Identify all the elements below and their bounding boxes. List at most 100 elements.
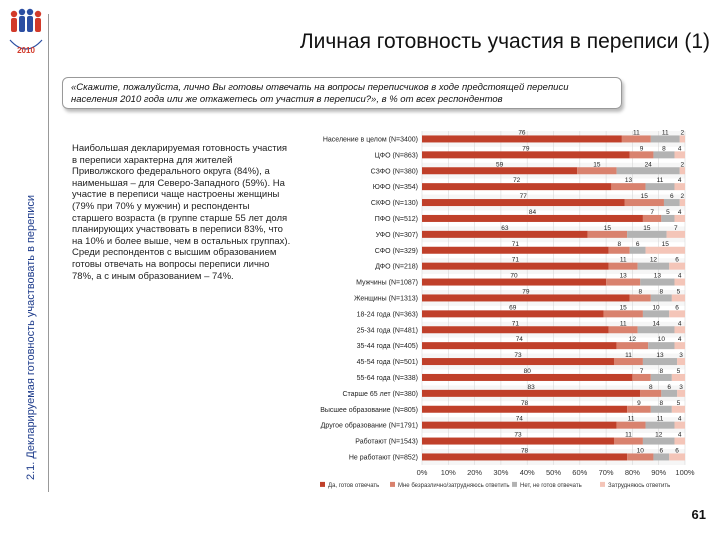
bar-segment: [629, 151, 654, 159]
bar-segment: [422, 151, 630, 159]
bar-segment: [663, 199, 680, 207]
bar-segment: [587, 230, 628, 238]
bar-segment: [422, 230, 588, 238]
data-label: 6: [675, 447, 679, 454]
category-label: СКФО (N=130): [371, 200, 418, 207]
data-label: 13: [620, 273, 628, 280]
data-label: 8: [660, 400, 664, 407]
category-label: Работают (N=1543): [355, 438, 418, 446]
data-label: 4: [678, 432, 682, 439]
x-tick-label: 80%: [625, 468, 640, 477]
data-label: 6: [675, 304, 679, 311]
x-tick-label: 10%: [441, 468, 456, 477]
bar-segment: [616, 342, 649, 350]
data-label: 6: [670, 193, 674, 200]
bar-segment: [650, 373, 672, 381]
data-label: 73: [514, 352, 522, 359]
data-label: 8: [660, 368, 664, 375]
bar-segment: [679, 167, 685, 175]
category-label: 25-34 года (N=481): [357, 327, 418, 334]
data-label: 63: [501, 225, 509, 232]
x-tick-label: 30%: [493, 468, 508, 477]
category-label: ДФО (N=218): [375, 264, 418, 271]
data-label: 4: [678, 273, 682, 280]
bar-segment: [627, 405, 651, 413]
category-label: Другое образование (N=1791): [321, 422, 418, 430]
x-tick-label: 20%: [467, 468, 482, 477]
data-label: 70: [510, 273, 518, 280]
survey-question: «Скажите, пожалуйста, лично Вы готовы от…: [62, 77, 622, 109]
data-label: 15: [641, 193, 649, 200]
category-label: ПФО (N=512): [375, 216, 418, 223]
data-label: 6: [675, 257, 679, 264]
data-label: 4: [678, 145, 682, 152]
bar-segment: [669, 262, 685, 270]
bar-segment: [671, 373, 685, 381]
legend-label: Мне безразлично/затрудняюсь ответить: [398, 483, 510, 489]
bar-segment: [629, 246, 646, 254]
bar-segment: [674, 437, 685, 445]
data-label: 12: [629, 336, 637, 343]
data-label: 69: [509, 304, 517, 311]
data-label: 4: [678, 336, 682, 343]
legend-label: Затрудняюсь ответить: [608, 483, 670, 489]
bar-segment: [422, 167, 578, 175]
category-label: Не работают (N=852): [349, 453, 418, 461]
bar-segment: [422, 294, 630, 302]
data-label: 8: [649, 384, 653, 391]
bar-segment: [642, 214, 662, 222]
bar-segment: [677, 389, 685, 397]
data-label: 12: [655, 432, 663, 439]
data-label: 12: [650, 257, 658, 264]
data-label: 2: [681, 161, 685, 168]
bar-segment: [674, 214, 685, 222]
data-label: 3: [679, 384, 683, 391]
bar-segment: [422, 183, 612, 191]
bar-segment: [577, 167, 617, 175]
bar-segment: [674, 421, 685, 429]
bar-segment: [632, 373, 651, 381]
bar-segment: [422, 437, 614, 445]
logo-year: 2010: [17, 46, 35, 55]
bar-segment: [608, 326, 638, 334]
data-label: 7: [640, 368, 644, 375]
bar-segment: [608, 262, 638, 270]
data-label: 76: [518, 129, 526, 136]
bar-segment: [661, 389, 678, 397]
bar-segment: [608, 246, 630, 254]
bar-segment: [422, 453, 628, 461]
legend-swatch: [512, 481, 517, 487]
data-label: 11: [662, 129, 669, 136]
data-label: 11: [633, 129, 640, 136]
data-label: 15: [662, 241, 670, 248]
data-label: 11: [625, 352, 632, 359]
category-label: ЦФО (N=863): [375, 152, 418, 159]
bar-segment: [627, 453, 654, 461]
bar-segment: [422, 278, 607, 286]
data-label: 9: [637, 400, 641, 407]
data-label: 84: [529, 209, 537, 216]
data-label: 6: [636, 241, 640, 248]
data-label: 11: [625, 432, 632, 439]
data-label: 80: [524, 368, 532, 375]
legend-label: Да, готов отвечать: [328, 483, 379, 489]
category-label: СЗФО (N=380): [371, 168, 418, 175]
bar-segment: [677, 358, 685, 366]
data-label: 15: [593, 161, 601, 168]
bar-segment: [671, 294, 685, 302]
data-label: 79: [522, 145, 530, 152]
category-label: Население в целом (N=3400): [323, 136, 418, 143]
bar-segment: [613, 437, 643, 445]
legend-swatch: [390, 481, 395, 487]
bar-segment: [640, 278, 675, 286]
bar-segment: [645, 421, 675, 429]
logo-figures-icon: [10, 8, 42, 32]
data-label: 6: [667, 384, 671, 391]
data-label: 15: [604, 225, 612, 232]
data-label: 24: [645, 161, 653, 168]
bar-segment: [616, 421, 646, 429]
category-label: Женщины (N=1313): [354, 295, 418, 302]
bar-segment: [642, 437, 675, 445]
bar-segment: [422, 246, 609, 254]
bar-segment: [645, 183, 675, 191]
